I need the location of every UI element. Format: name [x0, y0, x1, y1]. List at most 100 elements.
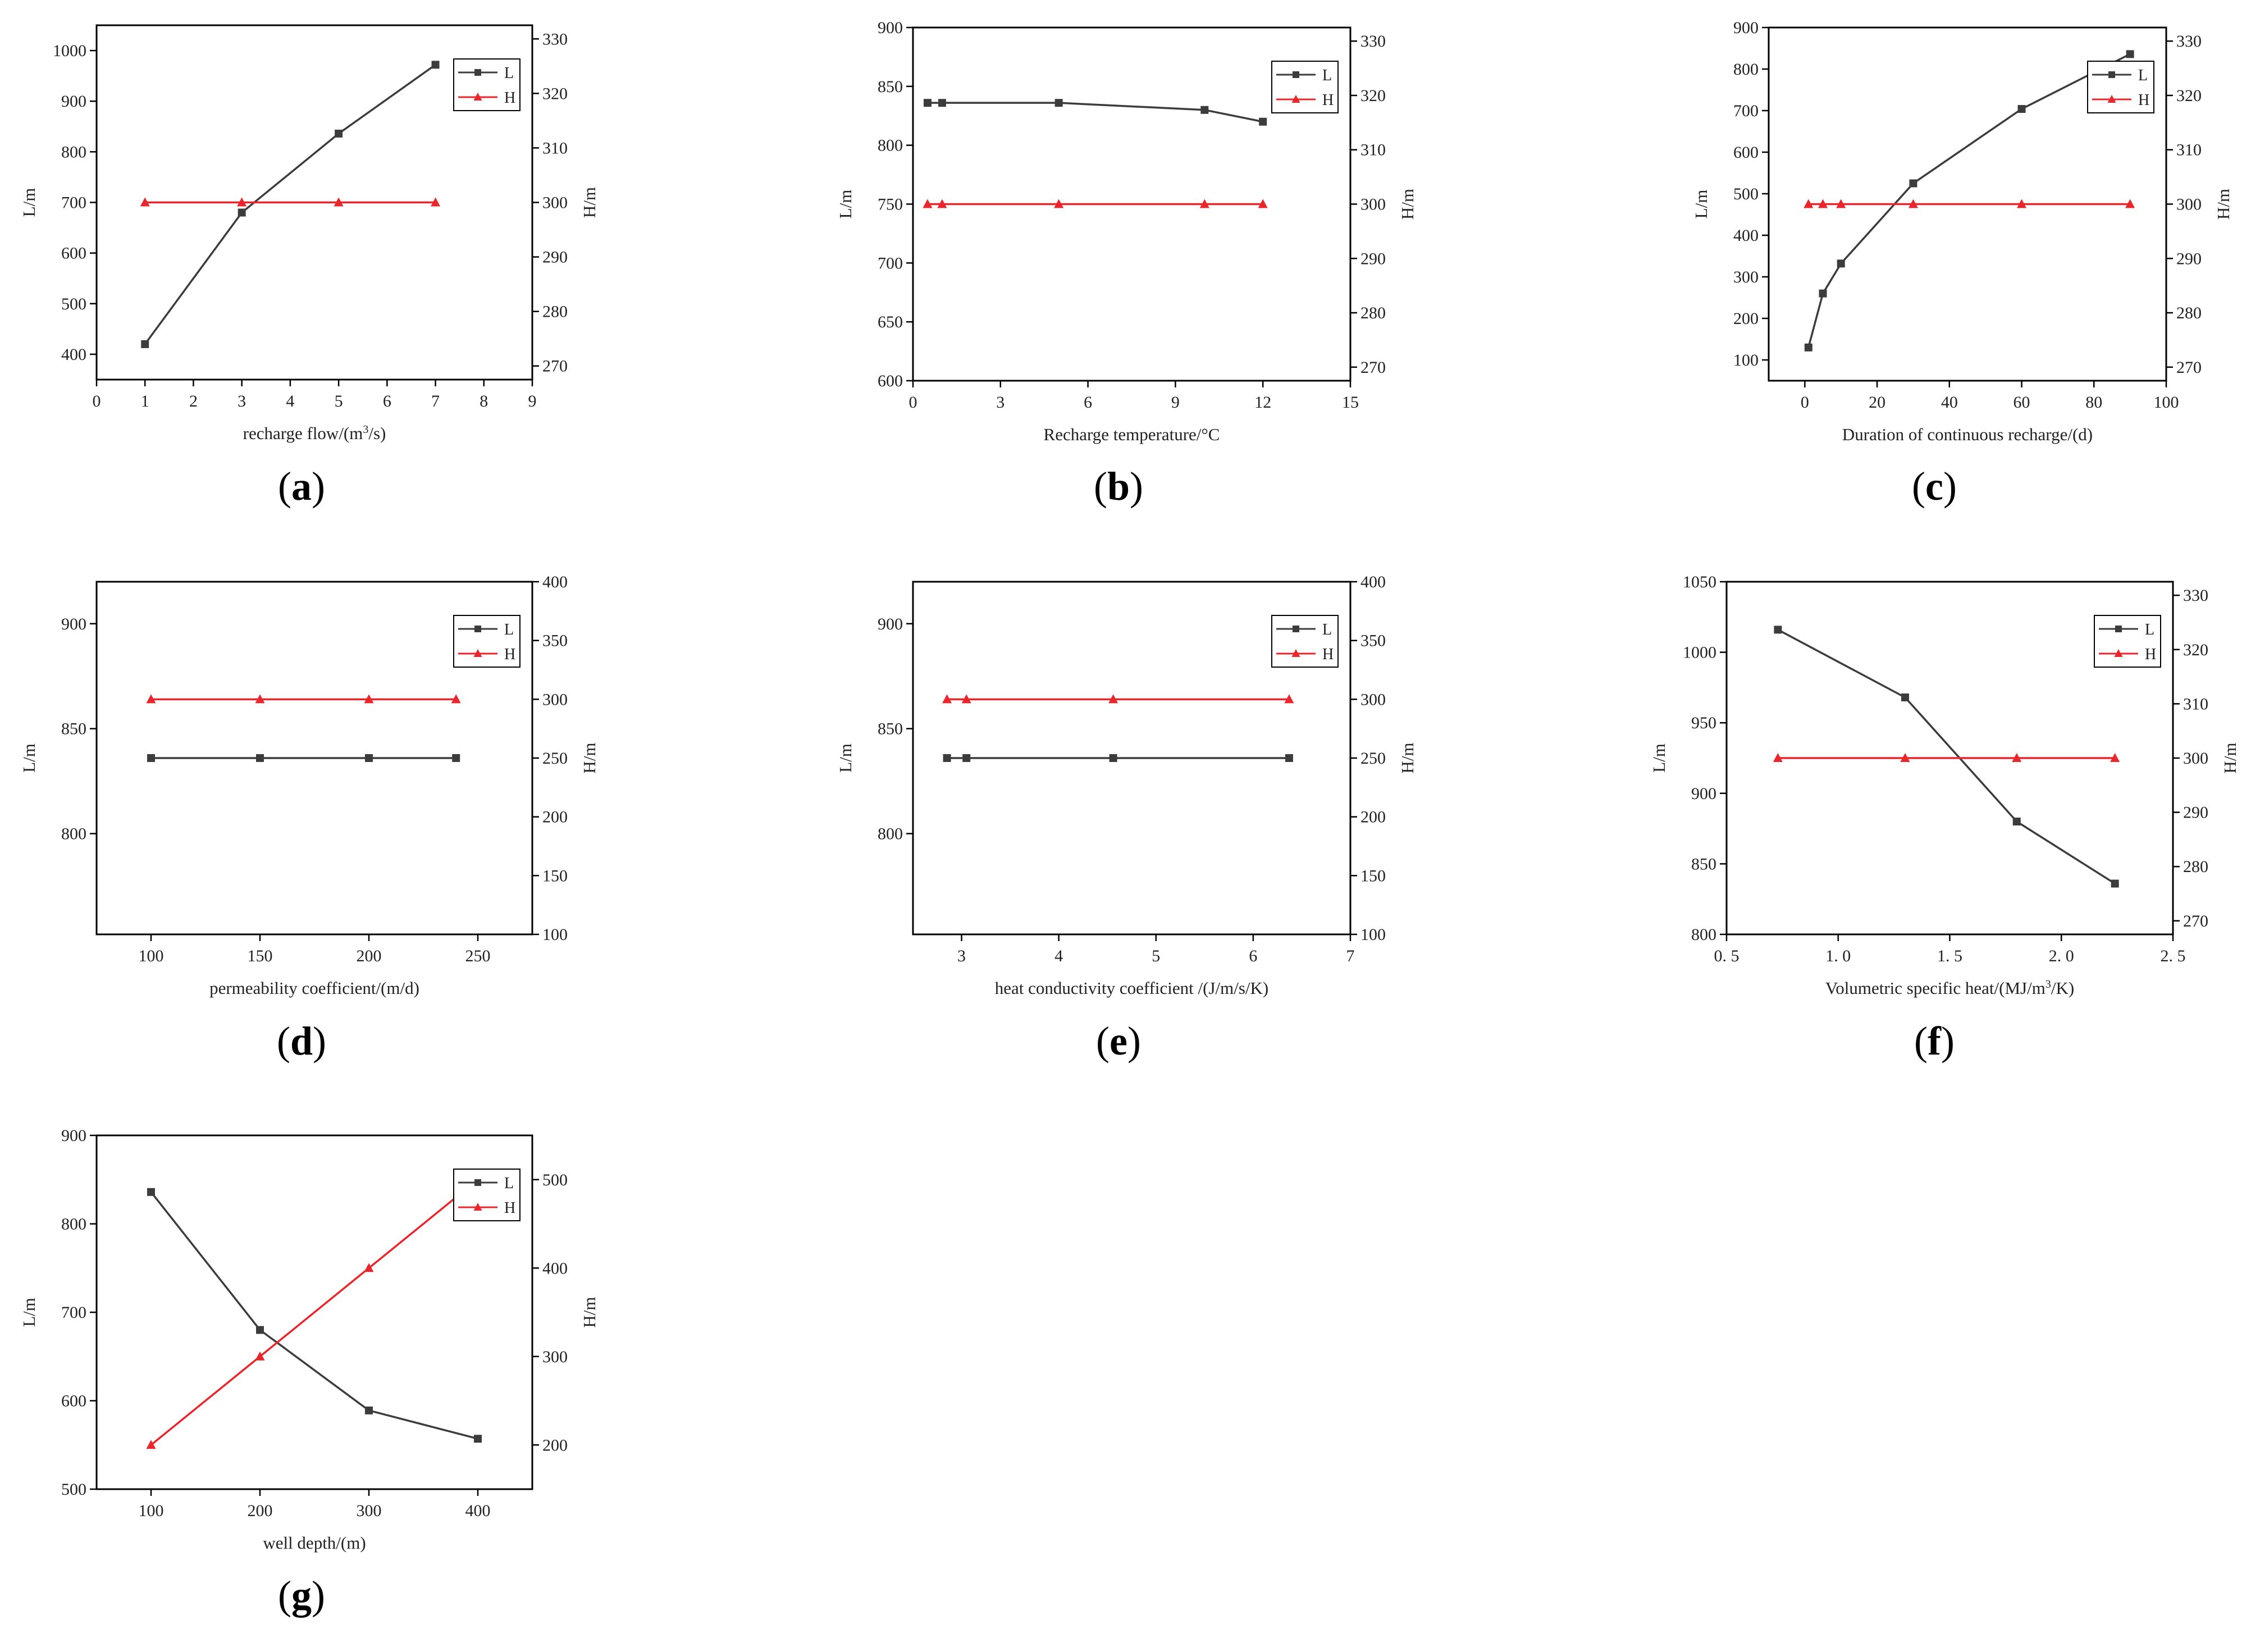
y-tick-label: 800 — [878, 825, 903, 843]
y2-tick-label: 150 — [542, 866, 568, 885]
x-tick-label: 2 — [189, 392, 198, 410]
x-axis-label: well depth/(m) — [263, 1533, 366, 1553]
data-point-H — [451, 694, 461, 704]
panel-label: (c) — [1912, 464, 1957, 509]
legend-entry-L: L — [2145, 621, 2154, 638]
y-tick-label: 200 — [1733, 309, 1759, 328]
x-tick-label: 9 — [1171, 393, 1180, 412]
legend-entry-L: L — [504, 1175, 514, 1192]
panel-label: (f) — [1914, 1019, 1955, 1064]
y-tick-label: 400 — [61, 345, 86, 364]
y-tick-label: 900 — [61, 1126, 86, 1145]
y2-tick-label: 200 — [542, 1436, 568, 1454]
legend: LH — [453, 58, 520, 111]
y2-tick-label: 330 — [2176, 32, 2202, 51]
y-tick-label: 850 — [878, 720, 903, 738]
data-point-L — [256, 1326, 264, 1334]
y2-tick-label: 100 — [1360, 925, 1386, 944]
data-point-H — [1803, 199, 1814, 208]
y2-tick-label: 300 — [2183, 749, 2208, 768]
y2-tick-label: 500 — [542, 1171, 568, 1189]
data-point-H — [923, 199, 933, 208]
data-point-H — [146, 694, 156, 704]
y-tick-label: 600 — [61, 1392, 86, 1411]
x-tick-label: 0. 5 — [1714, 947, 1739, 965]
y2-tick-label: 290 — [542, 248, 568, 267]
y-axis-label: L/m — [19, 743, 39, 773]
data-point-H — [2012, 753, 2022, 762]
legend-entry-H: H — [504, 89, 515, 107]
x-axis-label: Recharge temperature/°C — [1044, 425, 1220, 444]
data-point-H — [1818, 199, 1828, 208]
legend-entry-L: L — [504, 621, 514, 638]
x-axis-label: heat conductivity coefficient /(J/m/s/K) — [995, 978, 1269, 998]
y-tick-label: 500 — [1733, 185, 1759, 203]
data-point-L — [1819, 289, 1827, 298]
data-point-L — [923, 99, 932, 107]
y2-tick-label: 350 — [1360, 632, 1386, 650]
data-point-H — [1908, 199, 1918, 208]
data-point-L — [335, 129, 343, 138]
series-line-L — [150, 1191, 478, 1440]
data-point-L — [431, 61, 440, 69]
y-tick-label: 100 — [1733, 351, 1759, 369]
y2-tick-label: 150 — [1360, 866, 1386, 885]
y-axis-label: L/m — [19, 188, 39, 217]
data-point-H — [255, 1351, 265, 1361]
data-point-L — [962, 754, 971, 762]
series-line-H — [150, 1179, 479, 1446]
y-tick-label: 1000 — [1683, 644, 1716, 662]
data-point-H — [937, 199, 947, 208]
data-point-H — [2110, 753, 2120, 762]
x-tick-label: 0 — [909, 393, 917, 412]
x-tick-label: 3 — [238, 392, 246, 410]
legend: LH — [1271, 615, 1339, 668]
x-tick-label: 2. 0 — [2049, 947, 2074, 965]
y2-tick-label: 280 — [1360, 304, 1386, 322]
y-tick-label: 800 — [61, 1215, 86, 1234]
x-tick-label: 6 — [383, 392, 391, 410]
data-point-L — [141, 340, 149, 348]
data-point-L — [1285, 754, 1293, 762]
data-point-L — [2111, 879, 2119, 888]
panel-b: 0 3 6 9 12 15 600 650 700 750 800 850 900 270 280 290 30… — [835, 19, 1417, 509]
data-point-H — [1836, 199, 1846, 208]
x-tick-label: 100 — [2154, 393, 2179, 412]
legend: LH — [453, 615, 520, 668]
data-point-H — [255, 694, 265, 704]
x-tick-label: 8 — [480, 392, 488, 410]
y2-axis-label: H/m — [2213, 189, 2233, 220]
y-axis-label: L/m — [835, 743, 855, 773]
legend: LH — [2094, 615, 2161, 668]
x-tick-label: 2. 5 — [2161, 947, 2186, 965]
y-tick-label: 850 — [1691, 855, 1716, 873]
panel-label: (a) — [278, 464, 325, 509]
y-tick-label: 500 — [61, 295, 86, 313]
x-axis-label: Duration of continuous recharge/(d) — [1842, 425, 2093, 444]
y-tick-label: 600 — [1733, 143, 1759, 162]
legend-entry-H: H — [1322, 646, 1334, 663]
y-tick-label: 900 — [878, 615, 903, 633]
x-tick-label: 3 — [996, 393, 1004, 412]
x-axis-label: Volumetric specific heat/(MJ/m3/K) — [1825, 978, 2074, 998]
panel-a: 0 1 2 3 4 5 6 7 8 9 400 500 600 700 800 900 1000 270 280 29… — [19, 24, 599, 509]
y2-tick-label: 250 — [542, 749, 568, 768]
x-tick-label: 12 — [1254, 393, 1271, 412]
y2-tick-label: 300 — [2176, 195, 2202, 214]
y-tick-label: 300 — [1733, 268, 1759, 286]
data-point-H — [1054, 199, 1064, 208]
y-tick-label: 900 — [1733, 19, 1759, 37]
data-point-H — [364, 694, 374, 704]
y2-tick-label: 250 — [1360, 749, 1386, 768]
y2-tick-label: 280 — [2183, 857, 2208, 876]
y-tick-label: 650 — [878, 313, 903, 331]
x-tick-label: 60 — [2013, 393, 2030, 412]
y2-tick-label: 310 — [2183, 695, 2208, 713]
data-point-L — [1774, 626, 1782, 634]
x-tick-label: 1 — [141, 392, 149, 410]
y-tick-label: 800 — [1691, 925, 1716, 944]
y-tick-label: 1000 — [53, 42, 86, 60]
data-point-L — [147, 1188, 155, 1196]
y2-tick-label: 270 — [1360, 358, 1386, 377]
